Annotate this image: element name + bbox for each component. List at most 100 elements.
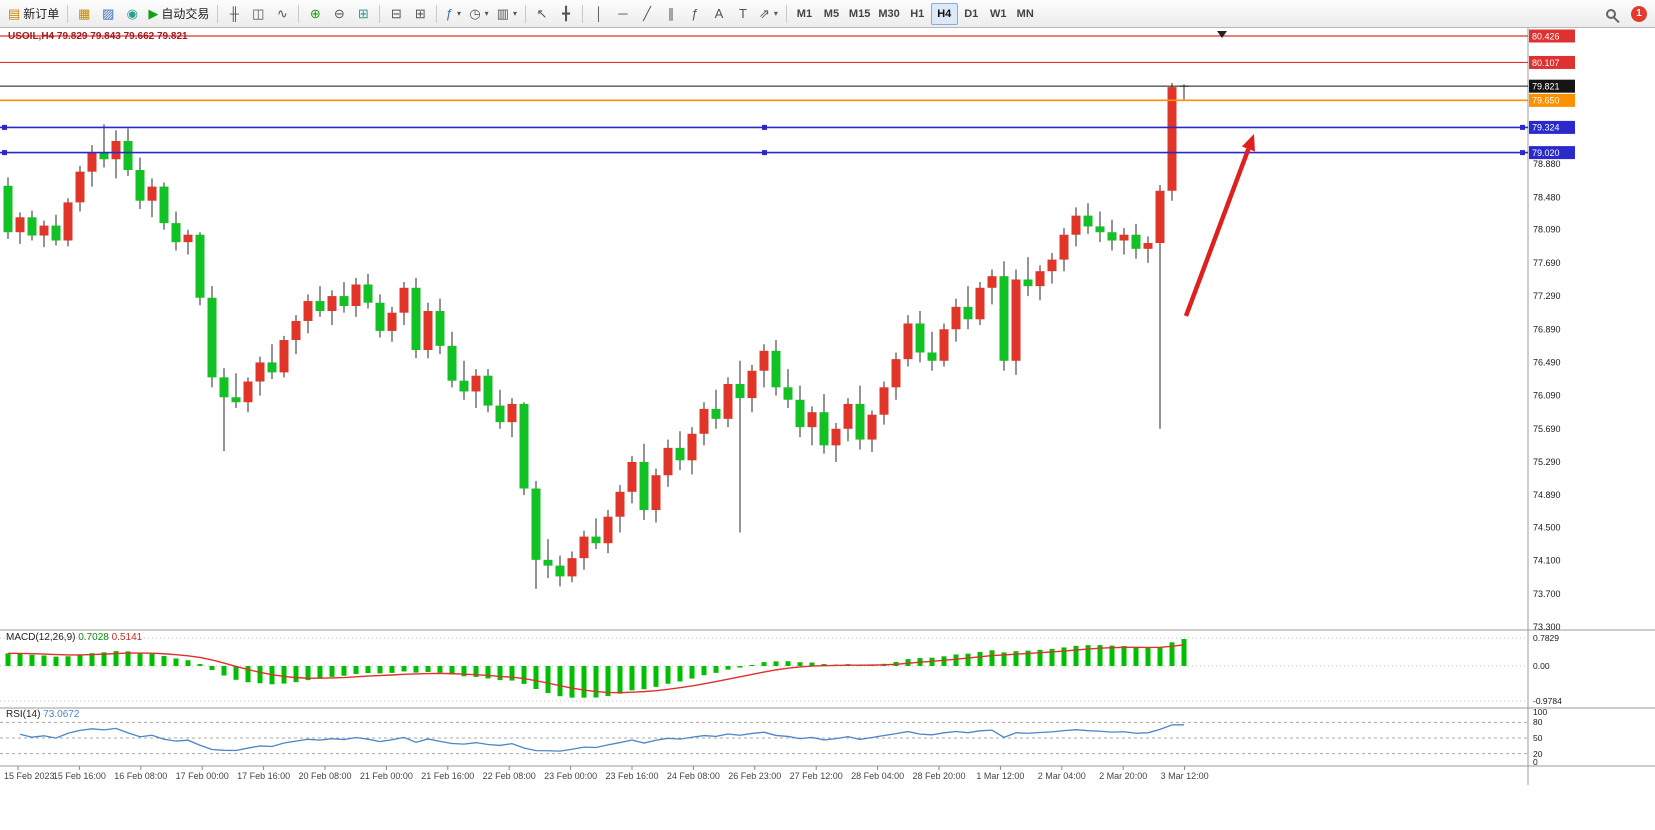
- search-button[interactable]: [1599, 3, 1623, 25]
- zoom-in-icon: ⊕: [309, 6, 321, 21]
- market-watch-button[interactable]: ◉: [120, 3, 144, 25]
- new-order-icon: ▤: [8, 6, 21, 21]
- candle: [603, 516, 613, 544]
- candle: [75, 171, 85, 203]
- time-axis-label: 15 Feb 16:00: [53, 771, 106, 781]
- timeframe-h4-button[interactable]: H4: [930, 2, 958, 25]
- candle: [987, 276, 997, 288]
- notification-badge[interactable]: 1: [1631, 5, 1647, 22]
- text-icon: A: [714, 6, 724, 21]
- timeframe-m15-button[interactable]: M15: [845, 3, 874, 25]
- zoom-in-button[interactable]: ⊕: [303, 3, 327, 25]
- profiles-button[interactable]: ▨: [96, 3, 120, 25]
- price-axis-label: 76.890: [1533, 324, 1561, 334]
- time-axis-label: 21 Feb 00:00: [360, 771, 413, 781]
- timeframe-m1-button[interactable]: M1: [791, 3, 818, 25]
- line-handle[interactable]: [2, 150, 7, 156]
- auto-arrange-button[interactable]: ⊞: [408, 3, 432, 25]
- toolbar-separator: [436, 4, 438, 23]
- line-chart-button[interactable]: ∿: [270, 3, 294, 25]
- rsi-axis-label: 80: [1533, 717, 1543, 727]
- candle: [111, 140, 121, 160]
- price-label: 79.324: [1532, 123, 1560, 133]
- cursor-tool-button[interactable]: ↖: [530, 3, 554, 25]
- candle: [327, 296, 337, 312]
- toolbar-separator: [379, 4, 381, 23]
- time-axis-label: 3 Mar 12:00: [1161, 771, 1209, 781]
- candle: [615, 491, 625, 517]
- price-label-box: [1529, 55, 1575, 69]
- new-order-button[interactable]: ▤ 新订单: [4, 3, 63, 25]
- candlestick-chart-icon: ◫: [252, 6, 265, 21]
- shapes-dropdown-button[interactable]: ⇗ ▾: [755, 3, 782, 25]
- new-chart-button[interactable]: ▦: [72, 3, 96, 25]
- channel-tool-button[interactable]: ∥: [659, 3, 683, 25]
- periods-dropdown-button[interactable]: ◷ ▾: [465, 3, 492, 25]
- label-tool-button[interactable]: T: [731, 3, 755, 25]
- time-axis-label: 26 Feb 23:00: [728, 771, 781, 781]
- clock-icon: ◷: [469, 6, 481, 21]
- templates-dropdown-button[interactable]: ▥ ▾: [493, 3, 521, 25]
- macd-axis-label: 0.00: [1533, 661, 1550, 671]
- candlestick-chart-button[interactable]: ◫: [246, 3, 270, 25]
- timeframe-m5-button[interactable]: M5: [818, 3, 845, 25]
- line-handle[interactable]: [2, 124, 7, 130]
- price-axis-label: 73.700: [1533, 589, 1561, 599]
- arrange-windows-icon: ⊟: [390, 6, 402, 21]
- chevron-down-icon: ▾: [484, 9, 489, 18]
- candle: [219, 377, 229, 398]
- marker-triangle[interactable]: [1217, 31, 1227, 38]
- price-label: 79.650: [1532, 96, 1560, 106]
- line-handle[interactable]: [1520, 150, 1525, 156]
- line-handle[interactable]: [1520, 124, 1525, 130]
- trend-arrow[interactable]: [1183, 148, 1251, 317]
- timeframe-d1-button[interactable]: D1: [958, 3, 985, 25]
- trendline-tool-button[interactable]: ╱: [635, 3, 659, 25]
- zoom-out-button[interactable]: ⊖: [327, 3, 351, 25]
- trend-arrow-head[interactable]: [1241, 134, 1255, 152]
- autotrading-button[interactable]: ▶ 自动交易: [144, 3, 213, 25]
- shapes-icon: ⇗: [759, 6, 770, 21]
- price-axis-label: 74.100: [1533, 556, 1561, 566]
- candle: [687, 433, 697, 461]
- candle: [231, 397, 241, 403]
- tile-windows-button[interactable]: ⊞: [351, 3, 375, 25]
- timeframe-m30-button[interactable]: M30: [874, 3, 903, 25]
- time-axis-label: 17 Feb 16:00: [237, 771, 290, 781]
- fibonacci-tool-button[interactable]: ƒ: [683, 3, 707, 25]
- autotrading-label: 自动交易: [161, 7, 210, 21]
- price-label: 80.107: [1532, 58, 1560, 68]
- candle: [555, 565, 565, 577]
- bar-chart-button[interactable]: ╫: [222, 3, 246, 25]
- candle: [1011, 279, 1021, 361]
- horizontal-line-tool-button[interactable]: ─: [611, 3, 635, 25]
- price-axis-label: 73.300: [1533, 622, 1561, 632]
- candle: [255, 362, 265, 382]
- rsi-axis-label: 20: [1533, 749, 1543, 759]
- line-handle[interactable]: [762, 150, 767, 156]
- indicators-dropdown-button[interactable]: ƒ ▾: [441, 3, 465, 25]
- candle: [243, 381, 253, 403]
- vertical-line-tool-button[interactable]: │: [587, 3, 611, 25]
- toolbar-separator: [525, 4, 526, 23]
- profiles-icon: ▨: [102, 6, 115, 21]
- toolbar-separator: [785, 4, 787, 23]
- arrange-windows-button[interactable]: ⊟: [384, 3, 408, 25]
- candle: [543, 559, 553, 566]
- candle: [183, 234, 193, 243]
- timeframe-h1-button[interactable]: H1: [904, 3, 931, 25]
- text-tool-button[interactable]: A: [707, 3, 731, 25]
- tile-windows-icon: ⊞: [357, 6, 369, 21]
- candle: [831, 428, 841, 446]
- candle: [1155, 190, 1165, 244]
- line-handle[interactable]: [762, 124, 767, 130]
- candle: [879, 387, 889, 415]
- macd-signal-line: [7, 644, 1185, 694]
- timeframe-w1-button[interactable]: W1: [985, 3, 1012, 25]
- chevron-down-icon: ▾: [512, 9, 517, 18]
- cursor-icon: ↖: [536, 6, 548, 21]
- timeframe-mn-button[interactable]: MN: [1012, 3, 1039, 25]
- candle: [867, 414, 877, 440]
- crosshair-tool-button[interactable]: ╋: [554, 3, 578, 25]
